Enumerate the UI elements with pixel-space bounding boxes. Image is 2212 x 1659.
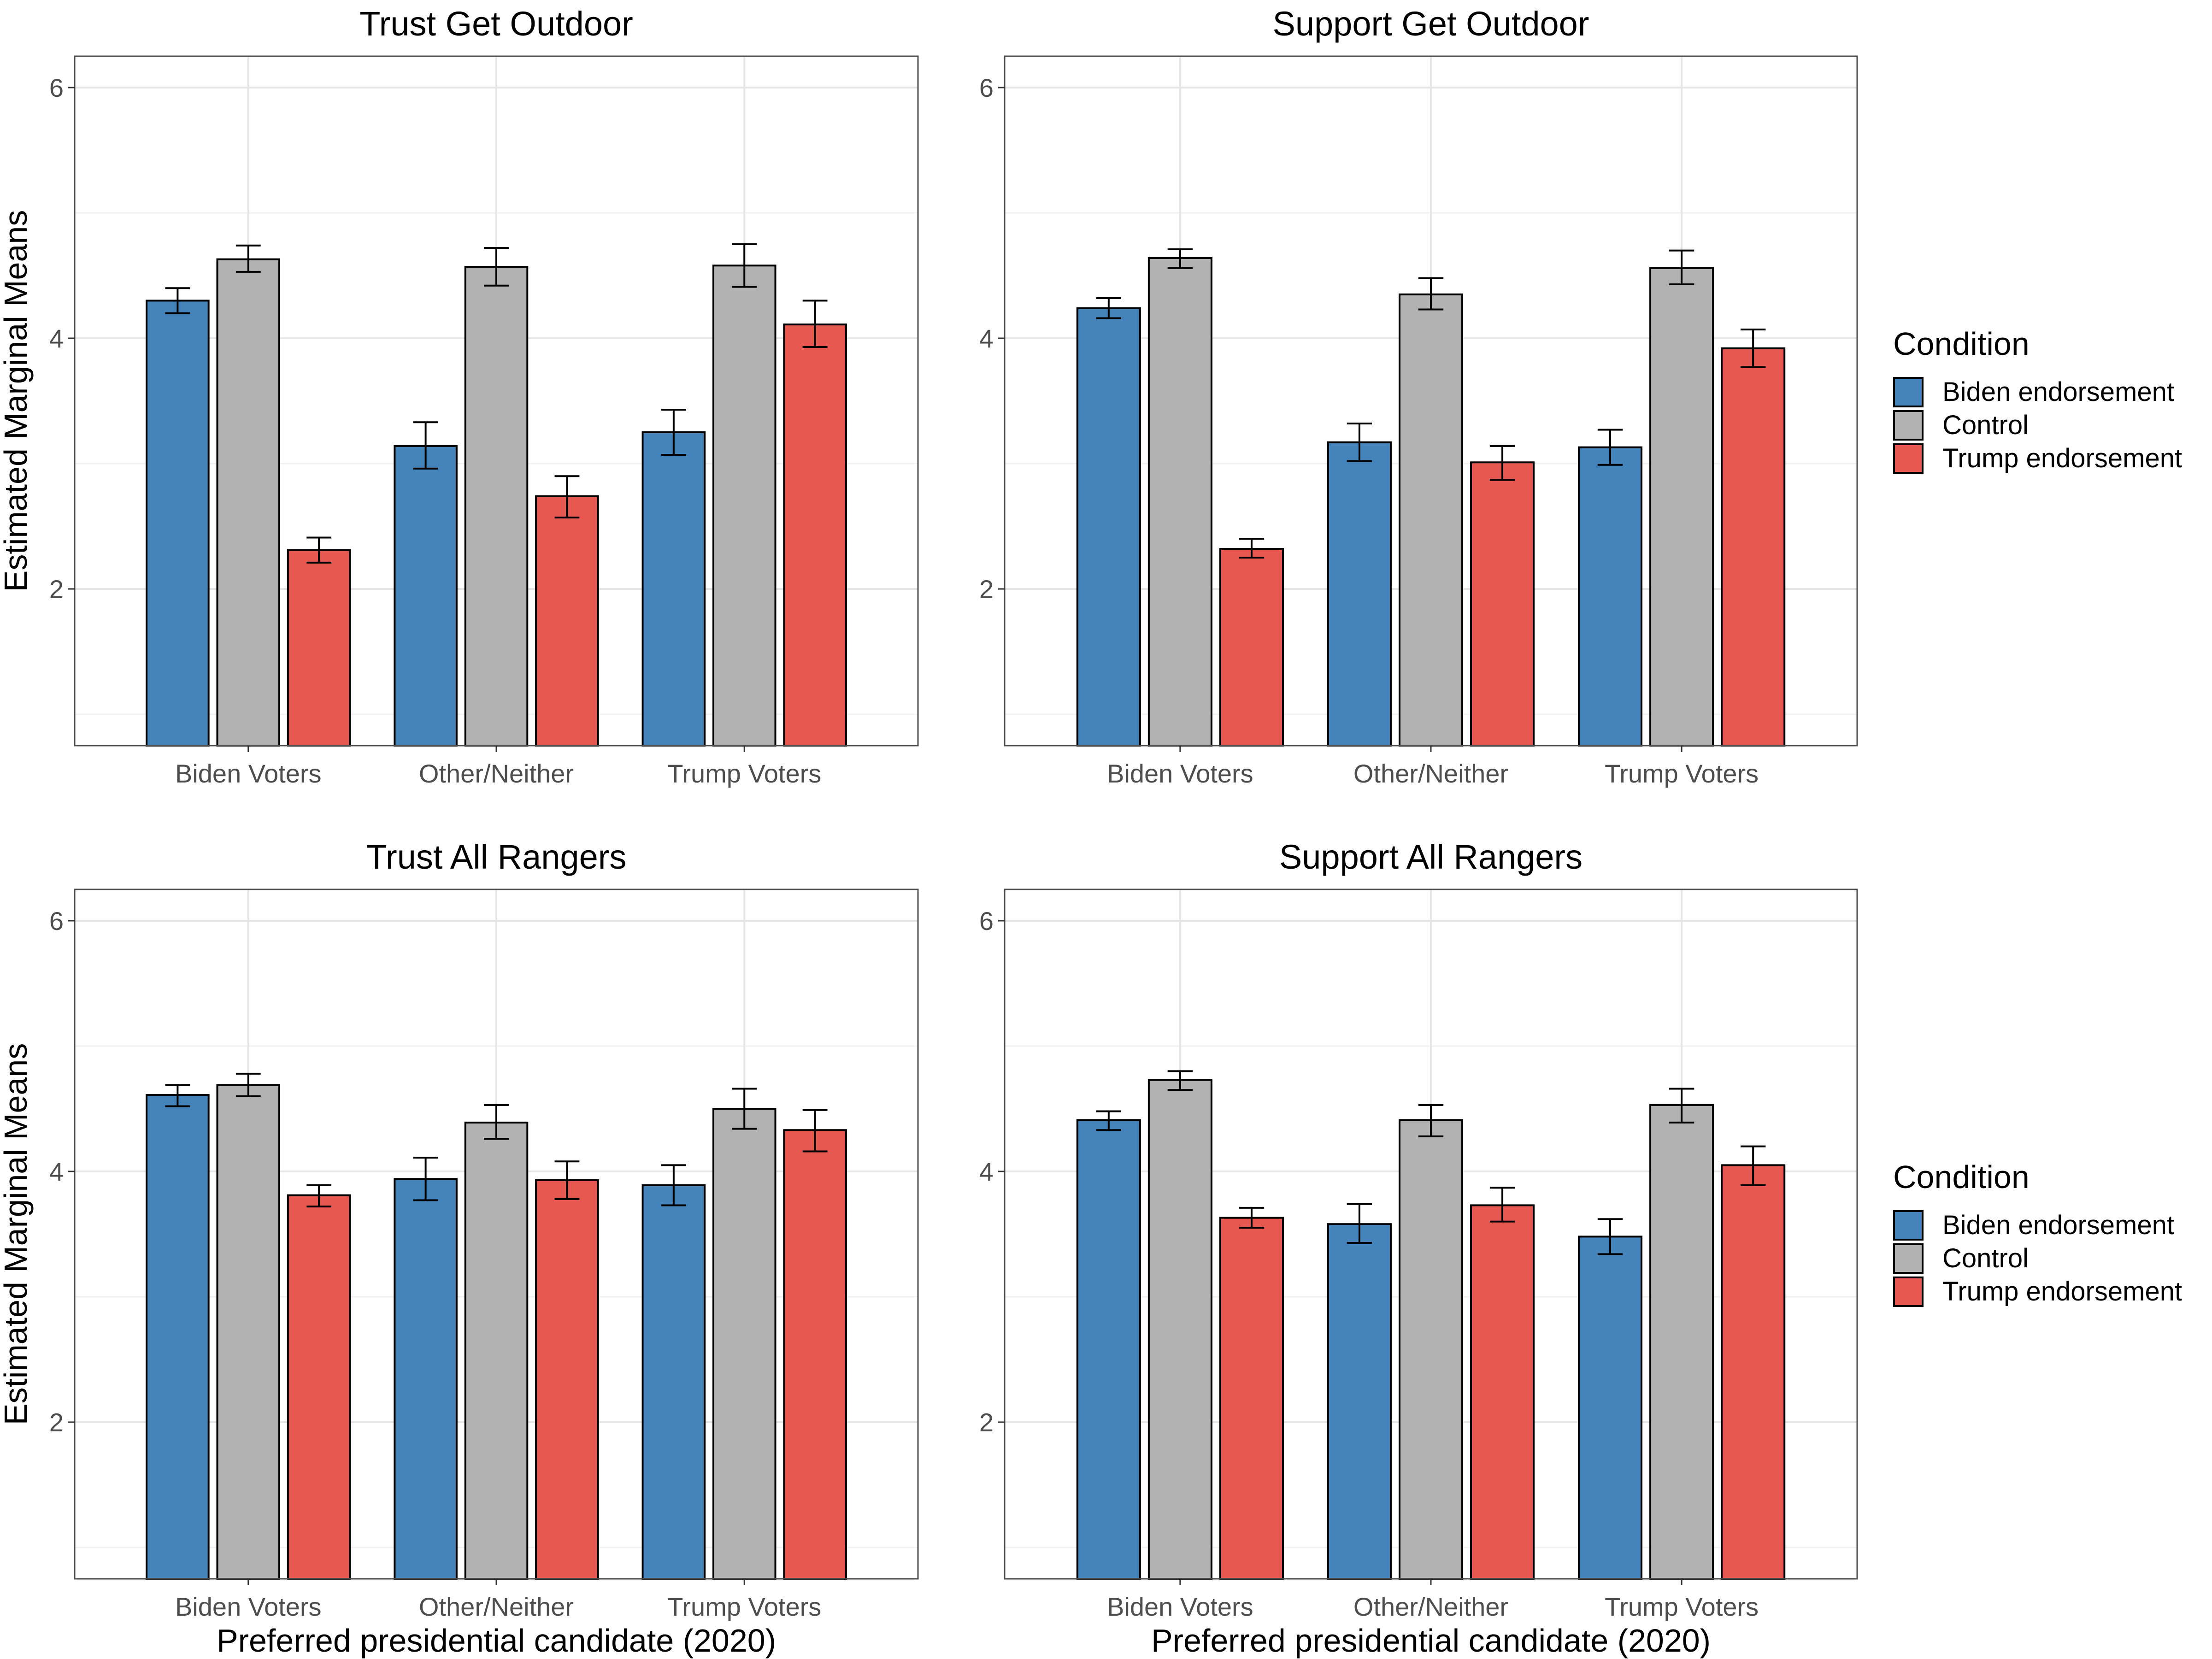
panel2-title: Support Get Outdoor (1273, 5, 1589, 43)
panel2-x-tick-label: Biden Voters (1107, 759, 1253, 788)
panel1-x-tick-label: Biden Voters (175, 759, 322, 788)
panel1-bar (464, 265, 529, 747)
panel3-bar (394, 1178, 458, 1580)
panel1-bar (394, 445, 458, 747)
panel1-bar (641, 431, 706, 747)
panel1-bar (783, 324, 847, 747)
panel4-x-axis-label: Preferred presidential candidate (2020) (1151, 1623, 1711, 1659)
panel2-bar (1219, 547, 1284, 747)
panel2-bar (1649, 267, 1714, 747)
legend2-key-3 (1893, 1277, 1924, 1307)
panel2-x-tick-label: Other/Neither (1353, 759, 1508, 788)
legend2-key-2 (1893, 1243, 1924, 1274)
panel4-bar (1219, 1217, 1284, 1580)
panel3-y-tick-label: 4 (49, 1157, 64, 1186)
panel4-bar (1398, 1119, 1464, 1580)
panel2-x-tick-label: Trump Voters (1605, 759, 1759, 788)
panel3-x-tick-label: Other/Neither (419, 1592, 574, 1621)
panel4-x-tick-label: Biden Voters (1107, 1592, 1253, 1621)
panel3-y-tick-label: 2 (49, 1408, 64, 1437)
panel3-y-axis-label: Estimated Marginal Means (0, 1043, 34, 1425)
panel1-y-tick-label: 4 (49, 324, 64, 353)
panel3-bar (287, 1194, 351, 1580)
legend2-label-2: Control (1942, 1243, 2029, 1273)
panel3-x-axis-label: Preferred presidential candidate (2020) (217, 1623, 776, 1659)
legend2-title: Condition (1893, 1159, 2030, 1195)
panel2-bar (1578, 446, 1643, 747)
panel3-x-tick-label: Biden Voters (175, 1592, 322, 1621)
panel1-bar (535, 495, 599, 747)
panel4-x-tick-label: Other/Neither (1353, 1592, 1508, 1621)
panel2-bar (1721, 347, 1786, 747)
panel4-x-tick-label: Trump Voters (1605, 1592, 1759, 1621)
panel3-bar (464, 1121, 529, 1580)
panel1-x-tick-label: Trump Voters (667, 759, 821, 788)
panel2-bar (1470, 461, 1535, 747)
panel2-y-tick-label: 4 (979, 324, 994, 353)
panel4-y-tick-label: 4 (979, 1157, 994, 1186)
panel1-y-tick-label: 2 (49, 575, 64, 604)
panel4-bar (1327, 1223, 1392, 1580)
legend1-label-1: Biden endorsement (1942, 377, 2174, 407)
legend1-title: Condition (1893, 326, 2030, 362)
legend1-key-1 (1893, 377, 1924, 407)
panel1-title: Trust Get Outdoor (359, 5, 633, 43)
legend1-key-3 (1893, 443, 1924, 474)
panel4-bar (1470, 1204, 1535, 1580)
legend1-label-2: Control (1942, 410, 2029, 440)
panel2-bar (1327, 441, 1392, 747)
legend2-key-1 (1893, 1210, 1924, 1241)
panel3-bar (712, 1108, 777, 1580)
panel2-bar (1076, 307, 1141, 747)
panel2-bar (1147, 257, 1212, 747)
legend2-label-3: Trump endorsement (1942, 1277, 2182, 1306)
legend1-label-3: Trump endorsement (1942, 443, 2182, 473)
panel3-bar (146, 1094, 210, 1580)
panel1-bar (712, 265, 777, 747)
panel3-bar (535, 1179, 599, 1580)
panel4-bar (1721, 1164, 1786, 1580)
panel1-bar (216, 258, 281, 747)
panel2-y-tick-label: 6 (979, 73, 994, 102)
panel4-y-tick-label: 2 (979, 1408, 994, 1437)
panel1-bar (287, 549, 351, 747)
panel4-bar (1076, 1119, 1141, 1580)
legend2-label-1: Biden endorsement (1942, 1210, 2174, 1240)
panel3-title: Trust All Rangers (366, 838, 627, 876)
panel3-x-tick-label: Trump Voters (667, 1592, 821, 1621)
panel4-bar (1578, 1235, 1643, 1580)
panel1-x-tick-label: Other/Neither (419, 759, 574, 788)
panel4-title: Support All Rangers (1279, 838, 1583, 876)
panel1-bar (146, 300, 210, 747)
panel2-y-tick-label: 2 (979, 575, 994, 604)
panel1-y-tick-label: 6 (49, 73, 64, 102)
panel4-bar (1147, 1079, 1212, 1580)
panel3-y-tick-label: 6 (49, 906, 64, 935)
panel1-y-axis-label: Estimated Marginal Means (0, 210, 34, 592)
panel3-bar (783, 1129, 847, 1580)
panel3-bar (641, 1184, 706, 1580)
legend1-key-2 (1893, 410, 1924, 441)
panel4-y-tick-label: 6 (979, 906, 994, 935)
panel4-bar (1649, 1104, 1714, 1580)
panel2-bar (1398, 293, 1464, 747)
panel3-bar (216, 1084, 281, 1580)
